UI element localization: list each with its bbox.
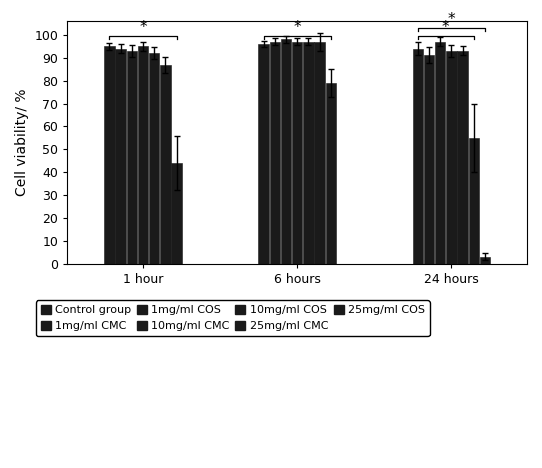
Bar — [281, 39, 291, 263]
Text: *: * — [139, 20, 147, 35]
Bar — [435, 42, 446, 263]
Bar — [115, 49, 126, 263]
Bar — [104, 46, 115, 263]
Bar — [171, 163, 182, 263]
Y-axis label: Cell viability/ %: Cell viability/ % — [15, 88, 29, 196]
Legend: Control group, 1mg/ml CMC, 1mg/ml COS, 10mg/ml CMC, 10mg/ml COS, 25mg/ml CMC, 25: Control group, 1mg/ml CMC, 1mg/ml COS, 1… — [36, 300, 430, 336]
Bar — [269, 42, 280, 263]
Bar — [457, 51, 468, 263]
Bar — [149, 53, 159, 263]
Bar — [469, 138, 479, 263]
Text: *: * — [448, 12, 455, 27]
Bar — [127, 51, 137, 263]
Bar — [424, 56, 434, 263]
Bar — [412, 49, 423, 263]
Bar — [314, 42, 325, 263]
Bar — [446, 51, 457, 263]
Bar — [160, 65, 171, 263]
Bar — [480, 257, 491, 263]
Bar — [326, 83, 336, 263]
Text: *: * — [442, 20, 450, 35]
Bar — [138, 46, 149, 263]
Text: *: * — [293, 20, 301, 35]
Bar — [292, 42, 302, 263]
Bar — [303, 42, 314, 263]
Bar — [259, 44, 269, 263]
